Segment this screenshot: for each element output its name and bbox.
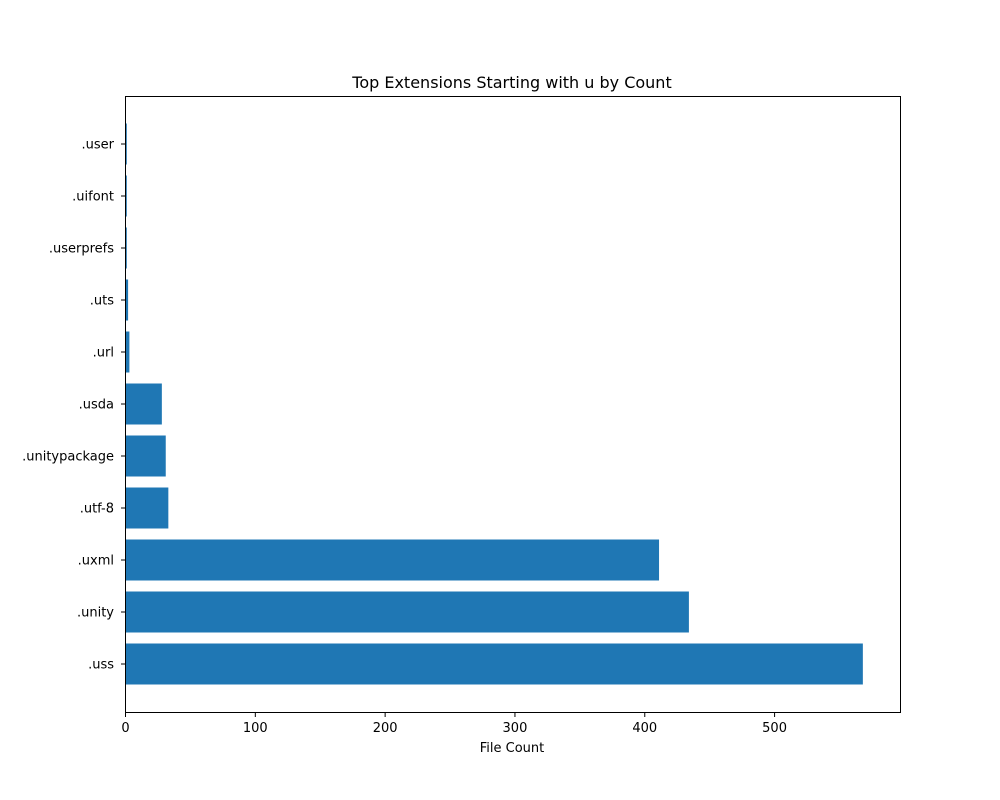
x-tick-label-0: 0 <box>121 721 129 736</box>
y-tick-label-user: .user <box>82 138 115 153</box>
y-tick-label-unitypackage: .unitypackage <box>22 450 114 465</box>
bar-unity <box>125 591 689 633</box>
plot-frame <box>125 96 901 713</box>
bar-uxml <box>125 539 660 581</box>
y-tick-label-userprefs: .userprefs <box>49 242 114 257</box>
bar-utf8 <box>125 487 169 529</box>
y-tick-label-url: .url <box>93 346 114 361</box>
bar-userprefs <box>125 227 127 269</box>
x-axis-label: File Count <box>480 741 545 756</box>
bar-user <box>125 123 127 165</box>
bar-url <box>125 331 130 373</box>
y-axis-ticks: .uss .unity .uxml .utf-8 .unitypackage .usda.… <box>22 138 125 673</box>
x-tick-label-200: 200 <box>373 721 398 736</box>
y-tick-label-usda: .usda <box>79 398 114 413</box>
x-tick-label-100: 100 <box>243 721 268 736</box>
bar-uss <box>125 643 863 685</box>
x-tick-label-500: 500 <box>762 721 787 736</box>
bars-group <box>125 123 863 685</box>
y-tick-label-uifont: .uifont <box>72 190 114 205</box>
x-axis-ticks: 0 100 200 300 400 500 <box>121 712 787 736</box>
y-tick-label-utf8: .utf-8 <box>80 502 114 517</box>
y-tick-label-uts: .uts <box>90 294 114 309</box>
bar-unitypackage <box>125 435 166 477</box>
bar-usda <box>125 383 162 425</box>
bar-uifont <box>125 175 127 217</box>
x-tick-label-300: 300 <box>503 721 528 736</box>
bar-uts <box>125 279 129 321</box>
x-tick-label-400: 400 <box>632 721 657 736</box>
y-tick-label-unity: .unity <box>77 606 114 621</box>
chart-title: Top Extensions Starting with u by Count <box>351 73 671 92</box>
y-tick-label-uxml: .uxml <box>78 554 114 569</box>
y-tick-label-uss: .uss <box>88 658 114 673</box>
